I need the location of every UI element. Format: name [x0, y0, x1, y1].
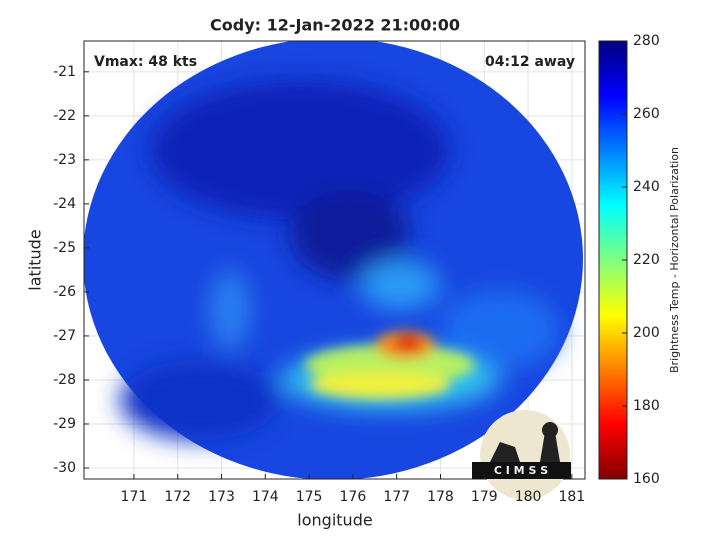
axes-box	[83, 40, 586, 480]
colorbar-tick-label: 160	[633, 471, 660, 487]
y-tick-label: -23	[53, 152, 76, 168]
x-tick-label: 172	[164, 489, 191, 505]
x-tick-label: 173	[208, 489, 235, 505]
colorbar-tick-label: 240	[633, 179, 660, 195]
colorbar-tick-label: 220	[633, 252, 660, 268]
x-axis-label: longitude	[297, 511, 372, 530]
colorbar-tick-label: 260	[633, 106, 660, 122]
x-tick-label: 171	[121, 489, 148, 505]
x-tick-label: 174	[252, 489, 279, 505]
y-tick-label: -27	[53, 328, 76, 344]
y-tick-label: -22	[53, 108, 76, 124]
image	[84, 41, 583, 479]
x-tick-label: 179	[471, 489, 498, 505]
x-tick-label: 178	[427, 489, 454, 505]
y-tick-label: -21	[53, 64, 76, 80]
annotation: 04:12 away	[485, 54, 575, 70]
logo-text: C I M S S	[494, 464, 548, 477]
colorbar-tick-label: 180	[633, 398, 660, 414]
logo: C I M S S	[472, 410, 571, 500]
x-tick-label: 180	[515, 489, 542, 505]
chart-title: Cody: 12-Jan-2022 21:00:00	[210, 16, 460, 35]
y-tick-label: -30	[53, 460, 76, 476]
y-tick-label: -25	[53, 240, 76, 256]
x-tick-label: 176	[340, 489, 367, 505]
colorbar-label: Brightness Temp - Horizontal Polarizatio…	[668, 147, 681, 373]
colorbar-tick-label: 200	[633, 325, 660, 341]
y-tick-label: -29	[53, 416, 76, 432]
annotation: Vmax: 48 kts	[94, 54, 197, 70]
y-tick-label: -26	[53, 284, 76, 300]
x-tick-label: 175	[296, 489, 323, 505]
x-tick-label: 177	[383, 489, 410, 505]
y-tick-label: -24	[53, 196, 76, 212]
colorbar-tick-label: 280	[633, 33, 660, 49]
y-tick-label: -28	[53, 372, 76, 388]
x-tick-label: 181	[558, 489, 585, 505]
y-axis-label: latitude	[26, 229, 45, 290]
